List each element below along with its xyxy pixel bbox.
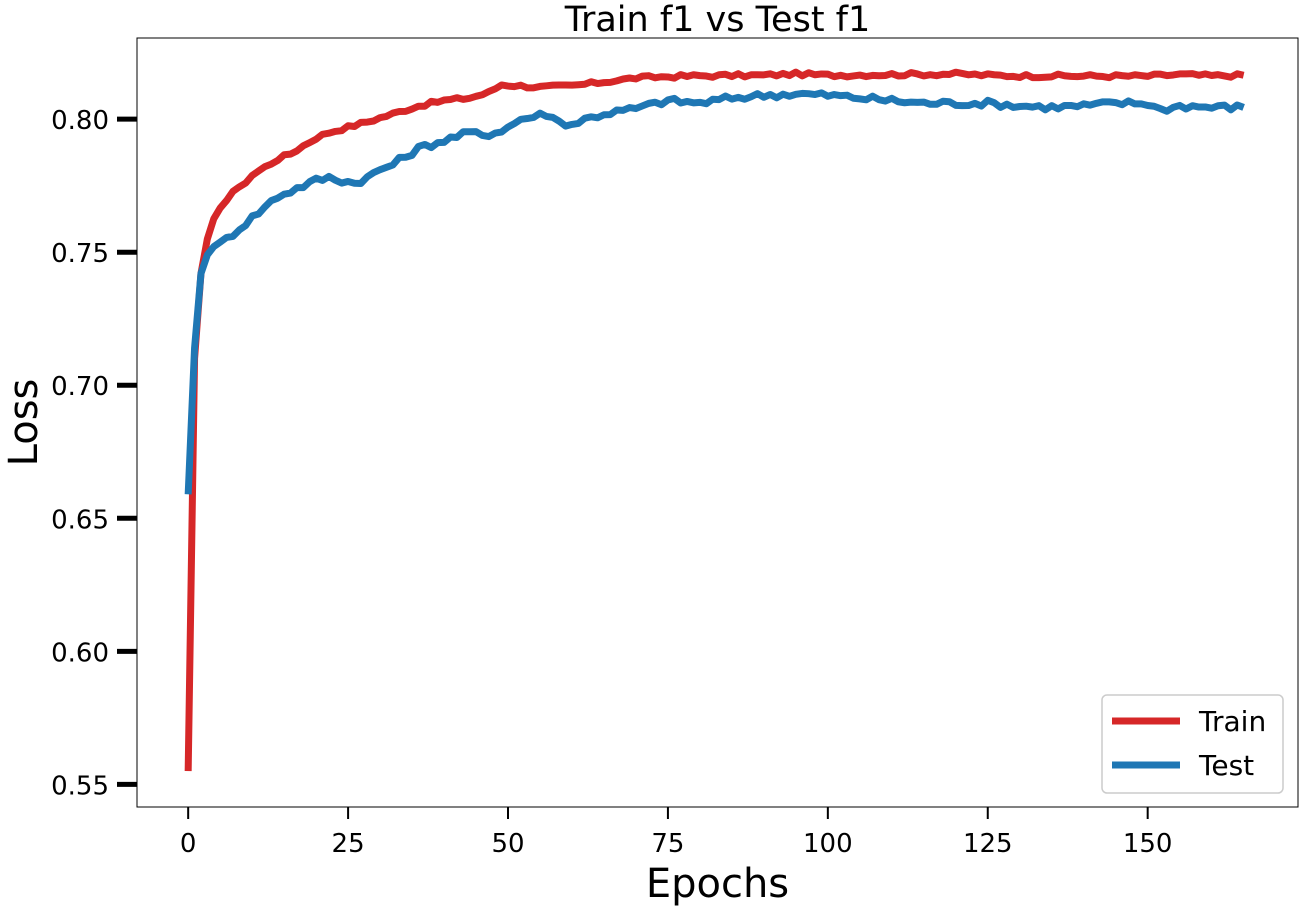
y-axis-ticks: 0.55 0.60 0.65 0.70 0.75 0.80 [51,106,137,801]
y-tick-label: 0.70 [51,372,109,402]
y-tick-label: 0.55 [51,771,109,801]
x-tick-label: 50 [491,829,524,859]
legend-label-train: Train [1198,705,1266,738]
y-tick-label: 0.60 [51,638,109,668]
x-tick-label: 0 [180,829,197,859]
x-tick-label: 100 [803,829,853,859]
x-tick-label: 25 [332,829,365,859]
series-line-train [184,68,1245,772]
y-tick-label: 0.75 [51,239,109,269]
plot-frame [136,37,1299,808]
y-axis-label: Loss [1,379,47,467]
x-tick-label: 75 [651,829,684,859]
chart-title: Train f1 vs Test f1 [564,0,871,40]
x-tick-label: 150 [1123,829,1173,859]
series-line-test [184,89,1245,495]
y-tick-label: 0.80 [51,106,109,136]
legend-label-test: Test [1198,749,1254,782]
plot-lines [184,68,1245,772]
legend: Train Test [1101,694,1284,794]
x-axis-ticks: 0 25 50 75 100 125 150 [180,807,1173,859]
x-axis-label: Epochs [646,861,789,906]
y-tick-label: 0.65 [51,505,109,535]
x-tick-label: 125 [963,829,1013,859]
